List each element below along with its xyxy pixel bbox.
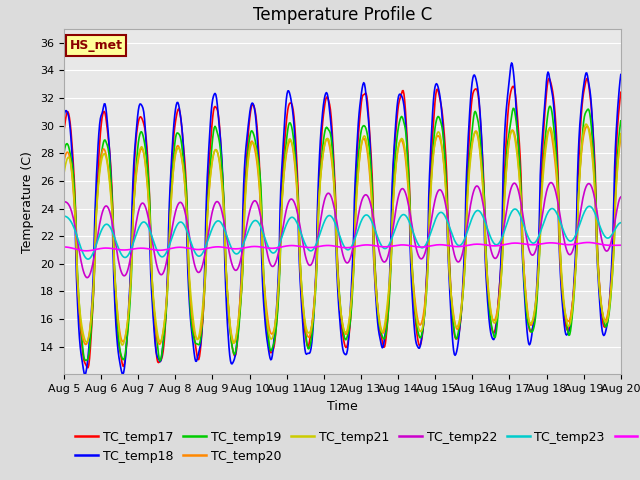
TC_temp19 bbox=[185, 264, 193, 269]
TC_temp17 bbox=[617, 89, 625, 95]
TC_temp21 bbox=[582, 121, 590, 127]
TC_temp20 bbox=[185, 267, 193, 273]
TC_temp21 bbox=[411, 302, 419, 308]
TC_temp24 bbox=[185, 245, 193, 251]
Line: TC_temp23: TC_temp23 bbox=[64, 206, 621, 259]
TC_temp19 bbox=[547, 104, 554, 109]
TC_temp23 bbox=[70, 225, 78, 231]
TC_temp22 bbox=[411, 239, 419, 245]
TC_temp20 bbox=[82, 342, 90, 348]
TC_temp24 bbox=[128, 246, 136, 252]
TC_temp23 bbox=[60, 213, 68, 219]
Line: TC_temp22: TC_temp22 bbox=[64, 182, 621, 277]
TC_temp17 bbox=[70, 173, 78, 179]
Line: TC_temp19: TC_temp19 bbox=[64, 107, 621, 361]
TC_temp22 bbox=[428, 219, 435, 225]
TC_temp23 bbox=[128, 243, 136, 249]
TC_temp21 bbox=[185, 262, 193, 267]
TC_temp19 bbox=[411, 303, 419, 309]
TC_temp17 bbox=[84, 365, 92, 371]
TC_temp22 bbox=[617, 194, 625, 200]
TC_temp21 bbox=[60, 170, 68, 176]
TC_temp22 bbox=[60, 199, 68, 204]
TC_temp17 bbox=[60, 128, 68, 133]
TC_temp23 bbox=[185, 233, 193, 239]
Line: TC_temp20: TC_temp20 bbox=[64, 126, 621, 345]
TC_temp22 bbox=[83, 275, 91, 280]
TC_temp17 bbox=[214, 110, 222, 116]
TC_temp23 bbox=[585, 204, 593, 209]
TC_temp17 bbox=[128, 223, 136, 228]
TC_temp20 bbox=[617, 135, 625, 141]
TC_temp24 bbox=[617, 242, 625, 248]
TC_temp18 bbox=[428, 139, 435, 144]
TC_temp18 bbox=[60, 113, 68, 119]
TC_temp18 bbox=[617, 72, 625, 77]
TC_temp22 bbox=[547, 180, 555, 185]
TC_temp21 bbox=[70, 195, 78, 201]
TC_temp23 bbox=[214, 218, 222, 224]
TC_temp24 bbox=[584, 240, 592, 245]
TC_temp22 bbox=[214, 199, 222, 205]
TC_temp20 bbox=[128, 237, 136, 242]
TC_temp24 bbox=[214, 244, 222, 250]
TC_temp24 bbox=[428, 243, 435, 249]
TC_temp20 bbox=[584, 123, 591, 129]
TC_temp23 bbox=[428, 229, 435, 235]
TC_temp18 bbox=[508, 60, 515, 66]
TC_temp20 bbox=[428, 180, 435, 185]
TC_temp19 bbox=[127, 274, 135, 279]
TC_temp21 bbox=[128, 244, 136, 250]
TC_temp22 bbox=[128, 245, 136, 251]
TC_temp22 bbox=[185, 229, 193, 235]
TC_temp21 bbox=[428, 184, 435, 190]
X-axis label: Time: Time bbox=[327, 400, 358, 413]
Legend: TC_temp17, TC_temp18, TC_temp19, TC_temp20, TC_temp21, TC_temp22, TC_temp23, TC_: TC_temp17, TC_temp18, TC_temp19, TC_temp… bbox=[70, 426, 640, 468]
TC_temp20 bbox=[411, 296, 419, 301]
TC_temp17 bbox=[411, 310, 419, 316]
TC_temp18 bbox=[70, 190, 78, 195]
TC_temp17 bbox=[428, 157, 435, 163]
TC_temp19 bbox=[60, 150, 68, 156]
TC_temp20 bbox=[214, 152, 222, 157]
TC_temp19 bbox=[70, 183, 78, 189]
TC_temp23 bbox=[84, 256, 92, 262]
TC_temp21 bbox=[118, 342, 126, 348]
TC_temp18 bbox=[81, 372, 89, 378]
TC_temp24 bbox=[60, 244, 68, 250]
TC_temp23 bbox=[617, 220, 625, 226]
TC_temp17 bbox=[185, 266, 193, 272]
TC_temp21 bbox=[617, 131, 625, 136]
TC_temp18 bbox=[128, 200, 136, 205]
TC_temp19 bbox=[214, 132, 222, 138]
Line: TC_temp24: TC_temp24 bbox=[64, 242, 621, 251]
Line: TC_temp17: TC_temp17 bbox=[64, 79, 621, 368]
Line: TC_temp18: TC_temp18 bbox=[64, 63, 621, 375]
TC_temp24 bbox=[411, 244, 419, 250]
Y-axis label: Temperature (C): Temperature (C) bbox=[22, 151, 35, 252]
TC_temp18 bbox=[214, 110, 222, 116]
TC_temp20 bbox=[60, 159, 68, 165]
Title: Temperature Profile C: Temperature Profile C bbox=[253, 6, 432, 24]
TC_temp19 bbox=[156, 358, 164, 364]
TC_temp19 bbox=[428, 178, 435, 184]
TC_temp22 bbox=[70, 219, 78, 225]
TC_temp20 bbox=[70, 198, 78, 204]
TC_temp23 bbox=[411, 234, 419, 240]
TC_temp24 bbox=[70, 246, 78, 252]
TC_temp24 bbox=[83, 248, 90, 254]
TC_temp21 bbox=[214, 152, 222, 157]
Line: TC_temp21: TC_temp21 bbox=[64, 124, 621, 345]
Text: HS_met: HS_met bbox=[70, 39, 123, 52]
TC_temp19 bbox=[617, 118, 625, 124]
TC_temp17 bbox=[583, 76, 591, 82]
TC_temp18 bbox=[411, 331, 419, 336]
TC_temp18 bbox=[185, 287, 193, 293]
